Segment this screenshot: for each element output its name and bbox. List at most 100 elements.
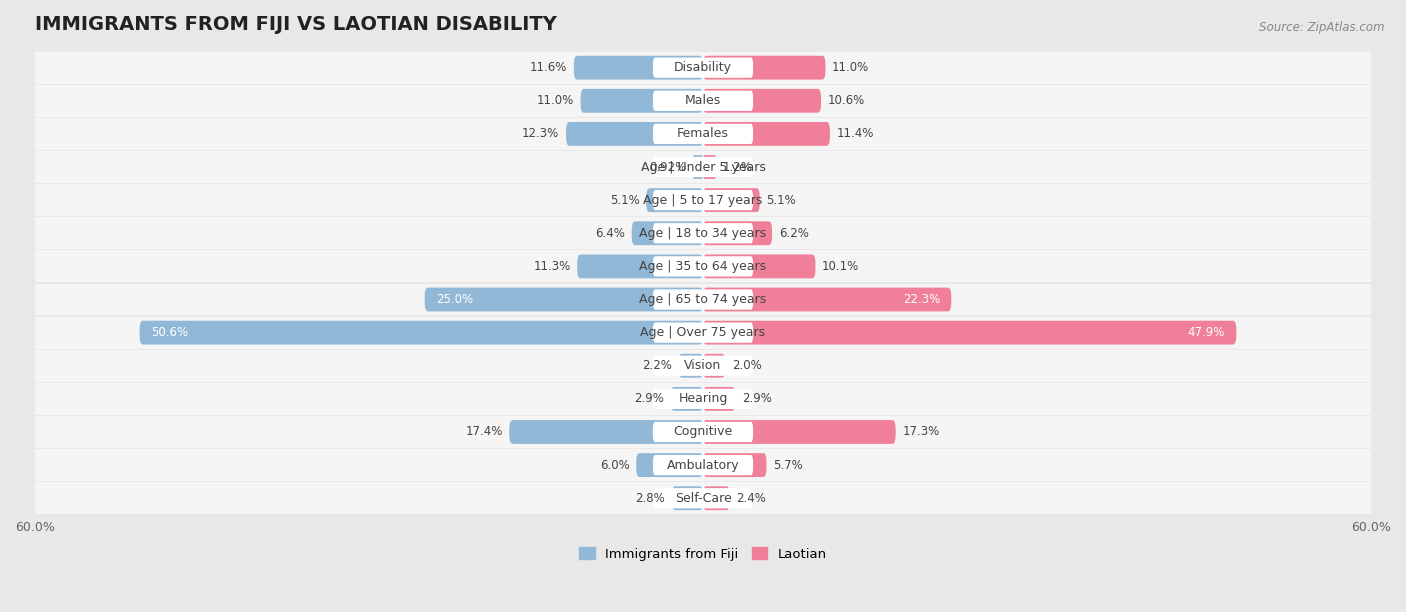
Text: 6.0%: 6.0% xyxy=(600,458,630,472)
Text: 0.92%: 0.92% xyxy=(648,160,686,174)
Text: 5.1%: 5.1% xyxy=(766,193,796,207)
Text: Age | Under 5 years: Age | Under 5 years xyxy=(641,160,765,174)
FancyBboxPatch shape xyxy=(509,420,703,444)
FancyBboxPatch shape xyxy=(35,85,1371,117)
FancyBboxPatch shape xyxy=(703,155,717,179)
Text: 11.4%: 11.4% xyxy=(837,127,875,140)
Text: 6.4%: 6.4% xyxy=(595,227,626,240)
FancyBboxPatch shape xyxy=(703,56,825,80)
FancyBboxPatch shape xyxy=(35,52,1371,84)
FancyBboxPatch shape xyxy=(652,389,754,409)
Text: 17.4%: 17.4% xyxy=(465,425,502,438)
Text: Hearing: Hearing xyxy=(678,392,728,405)
Text: 10.1%: 10.1% xyxy=(823,260,859,273)
FancyBboxPatch shape xyxy=(35,449,1371,481)
FancyBboxPatch shape xyxy=(581,89,703,113)
Text: Ambulatory: Ambulatory xyxy=(666,458,740,472)
FancyBboxPatch shape xyxy=(35,283,1371,315)
Text: 22.3%: 22.3% xyxy=(903,293,941,306)
FancyBboxPatch shape xyxy=(652,455,754,476)
FancyBboxPatch shape xyxy=(567,122,703,146)
FancyBboxPatch shape xyxy=(703,222,772,245)
Text: 11.6%: 11.6% xyxy=(530,61,567,74)
FancyBboxPatch shape xyxy=(703,487,730,510)
Legend: Immigrants from Fiji, Laotian: Immigrants from Fiji, Laotian xyxy=(574,542,832,566)
FancyBboxPatch shape xyxy=(703,420,896,444)
Text: Age | Over 75 years: Age | Over 75 years xyxy=(641,326,765,339)
FancyBboxPatch shape xyxy=(703,89,821,113)
FancyBboxPatch shape xyxy=(574,56,703,80)
FancyBboxPatch shape xyxy=(35,250,1371,282)
Text: Self-Care: Self-Care xyxy=(675,491,731,505)
Text: 2.9%: 2.9% xyxy=(634,392,664,405)
Text: Age | 65 to 74 years: Age | 65 to 74 years xyxy=(640,293,766,306)
Text: Age | 35 to 64 years: Age | 35 to 64 years xyxy=(640,260,766,273)
Text: 12.3%: 12.3% xyxy=(522,127,560,140)
Text: Age | 18 to 34 years: Age | 18 to 34 years xyxy=(640,227,766,240)
FancyBboxPatch shape xyxy=(703,122,830,146)
FancyBboxPatch shape xyxy=(652,256,754,277)
Text: 11.3%: 11.3% xyxy=(533,260,571,273)
Text: 11.0%: 11.0% xyxy=(832,61,869,74)
Text: 47.9%: 47.9% xyxy=(1188,326,1225,339)
FancyBboxPatch shape xyxy=(636,453,703,477)
FancyBboxPatch shape xyxy=(631,222,703,245)
Text: Females: Females xyxy=(678,127,728,140)
FancyBboxPatch shape xyxy=(703,188,759,212)
FancyBboxPatch shape xyxy=(35,416,1371,448)
FancyBboxPatch shape xyxy=(693,155,703,179)
FancyBboxPatch shape xyxy=(35,118,1371,150)
FancyBboxPatch shape xyxy=(35,217,1371,249)
FancyBboxPatch shape xyxy=(672,487,703,510)
Text: Vision: Vision xyxy=(685,359,721,372)
FancyBboxPatch shape xyxy=(652,58,754,78)
FancyBboxPatch shape xyxy=(703,288,952,312)
FancyBboxPatch shape xyxy=(652,356,754,376)
Text: 5.7%: 5.7% xyxy=(773,458,803,472)
FancyBboxPatch shape xyxy=(671,387,703,411)
Text: 2.0%: 2.0% xyxy=(733,359,762,372)
FancyBboxPatch shape xyxy=(679,354,703,378)
FancyBboxPatch shape xyxy=(652,190,754,211)
FancyBboxPatch shape xyxy=(35,151,1371,183)
Text: 2.2%: 2.2% xyxy=(643,359,672,372)
FancyBboxPatch shape xyxy=(425,288,703,312)
FancyBboxPatch shape xyxy=(35,383,1371,415)
Text: IMMIGRANTS FROM FIJI VS LAOTIAN DISABILITY: IMMIGRANTS FROM FIJI VS LAOTIAN DISABILI… xyxy=(35,15,557,34)
Text: Source: ZipAtlas.com: Source: ZipAtlas.com xyxy=(1260,21,1385,34)
FancyBboxPatch shape xyxy=(652,124,754,144)
Text: 11.0%: 11.0% xyxy=(537,94,574,107)
FancyBboxPatch shape xyxy=(703,255,815,278)
FancyBboxPatch shape xyxy=(647,188,703,212)
Text: Cognitive: Cognitive xyxy=(673,425,733,438)
FancyBboxPatch shape xyxy=(703,387,735,411)
FancyBboxPatch shape xyxy=(703,354,725,378)
Text: 17.3%: 17.3% xyxy=(903,425,939,438)
FancyBboxPatch shape xyxy=(652,323,754,343)
Text: Age | 5 to 17 years: Age | 5 to 17 years xyxy=(644,193,762,207)
Text: 10.6%: 10.6% xyxy=(828,94,865,107)
FancyBboxPatch shape xyxy=(652,157,754,177)
FancyBboxPatch shape xyxy=(652,422,754,442)
FancyBboxPatch shape xyxy=(578,255,703,278)
FancyBboxPatch shape xyxy=(703,453,766,477)
Text: 6.2%: 6.2% xyxy=(779,227,808,240)
FancyBboxPatch shape xyxy=(35,482,1371,514)
FancyBboxPatch shape xyxy=(139,321,703,345)
Text: 2.9%: 2.9% xyxy=(742,392,772,405)
FancyBboxPatch shape xyxy=(652,223,754,244)
Text: 1.2%: 1.2% xyxy=(723,160,754,174)
Text: 50.6%: 50.6% xyxy=(150,326,188,339)
FancyBboxPatch shape xyxy=(35,317,1371,348)
FancyBboxPatch shape xyxy=(652,289,754,310)
FancyBboxPatch shape xyxy=(35,184,1371,216)
Text: 5.1%: 5.1% xyxy=(610,193,640,207)
FancyBboxPatch shape xyxy=(35,350,1371,382)
Text: 2.8%: 2.8% xyxy=(636,491,665,505)
FancyBboxPatch shape xyxy=(652,488,754,509)
Text: 25.0%: 25.0% xyxy=(436,293,472,306)
Text: Disability: Disability xyxy=(673,61,733,74)
Text: Males: Males xyxy=(685,94,721,107)
Text: 2.4%: 2.4% xyxy=(737,491,766,505)
FancyBboxPatch shape xyxy=(703,321,1236,345)
